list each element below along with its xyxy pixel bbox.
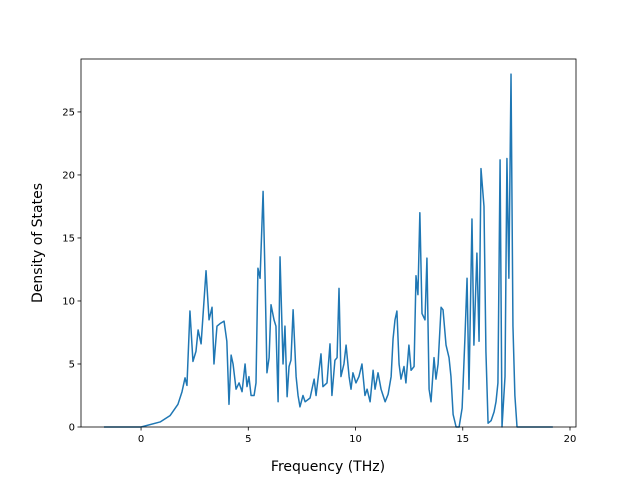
x-tick-label: 5 [245,434,251,445]
y-tick-label: 5 [69,359,75,370]
x-axis-label: Frequency (THz) [271,459,385,475]
plot-frame [80,58,577,428]
y-tick-label: 15 [62,233,75,244]
y-tick-label: 0 [69,423,75,434]
y-tick-label: 25 [62,107,75,118]
y-tick-label: 10 [62,296,75,307]
line-series [103,73,553,428]
y-tick-label: 20 [62,170,75,181]
y-axis-label: Density of States [30,183,46,303]
x-tick-label: 15 [456,434,469,445]
x-tick-label: 20 [564,434,577,445]
x-tick-label: 10 [349,434,362,445]
x-tick-label: 0 [138,434,144,445]
